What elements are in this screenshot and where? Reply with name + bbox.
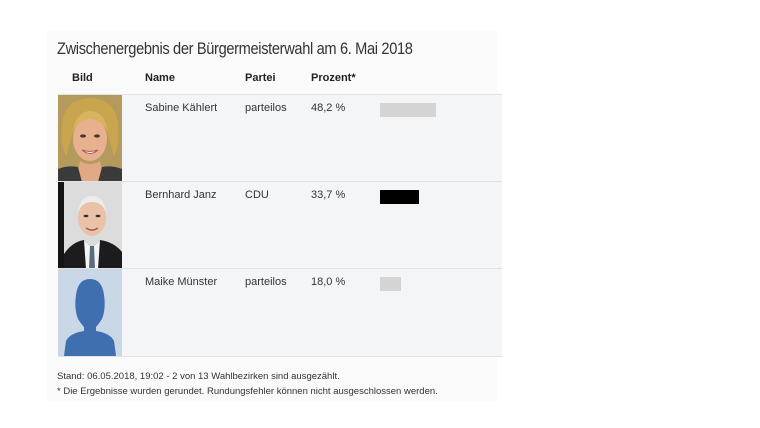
page-title: Zwischenergebnis der Bürgermeisterwahl a… [57, 39, 413, 58]
rounding-note: * Die Ergebnisse wurden gerundet. Rundun… [57, 386, 438, 397]
candidate-party: parteilos [245, 102, 287, 114]
candidate-percent: 33,7 % [311, 189, 346, 201]
man-portrait-icon [58, 182, 122, 269]
candidate-party: CDU [245, 189, 269, 201]
candidate-percent: 48,2 % [311, 102, 346, 114]
candidate-row: Bernhard Janz CDU 33,7 % [58, 181, 502, 269]
header-name: Name [145, 72, 175, 84]
candidate-photo [58, 269, 122, 356]
candidate-row: Maike Münster parteilos 18,0 % [58, 268, 502, 357]
percent-bar [380, 277, 401, 291]
percent-bar [380, 190, 419, 204]
candidate-percent: 18,0 % [311, 276, 346, 288]
candidate-photo [58, 95, 122, 182]
candidate-row: Sabine Kählert parteilos 48,2 % [58, 94, 502, 182]
candidate-name: Bernhard Janz [145, 189, 217, 201]
silhouette-placeholder-icon [58, 269, 122, 356]
woman-portrait-icon [58, 95, 122, 182]
table-header: Bild Name Partei Prozent* [0, 72, 760, 90]
candidate-party: parteilos [245, 276, 287, 288]
header-partei: Partei [245, 72, 276, 84]
candidate-name: Sabine Kählert [145, 102, 218, 114]
header-prozent: Prozent* [311, 72, 356, 84]
status-note: Stand: 06.05.2018, 19:02 - 2 von 13 Wahl… [57, 371, 340, 382]
candidate-photo [58, 182, 122, 269]
candidate-name: Maike Münster [145, 276, 218, 288]
header-bild: Bild [72, 72, 93, 84]
percent-bar [380, 103, 436, 117]
